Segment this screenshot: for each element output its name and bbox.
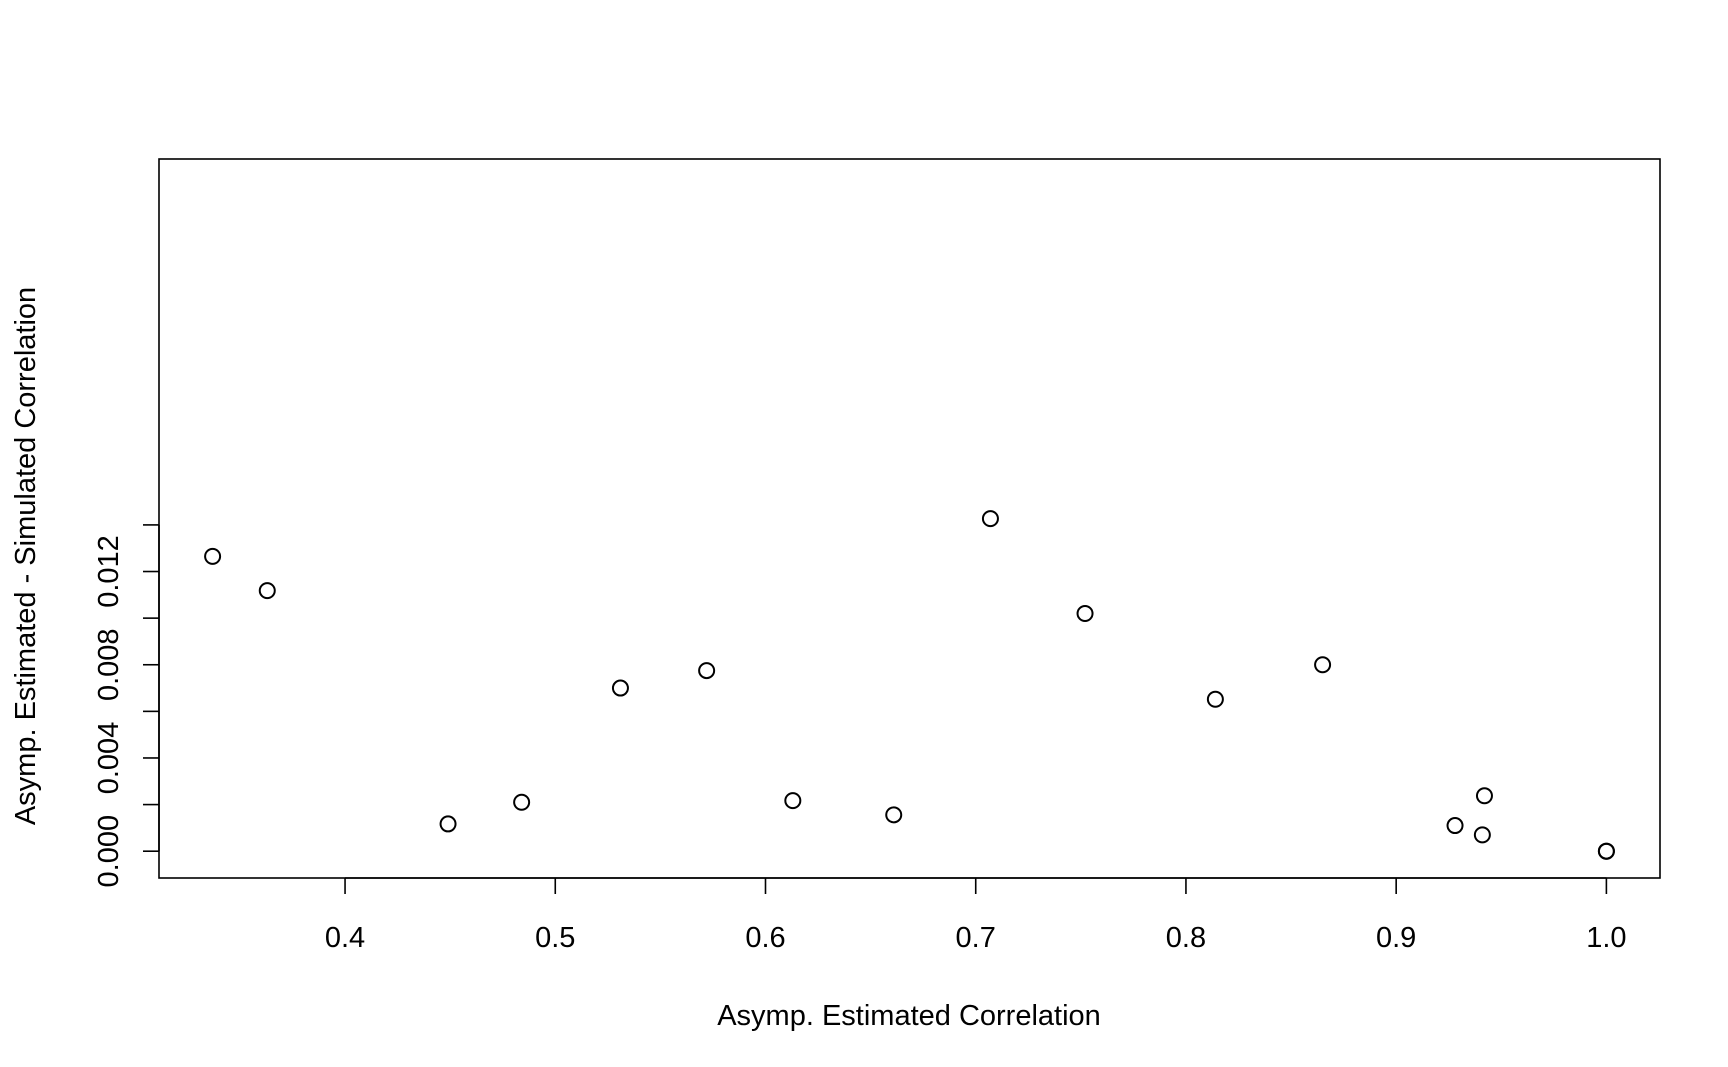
y-tick-label: 0.012 [93,535,125,608]
data-point [1446,817,1464,835]
data-points [204,510,1615,860]
y-tick-label: 0.004 [93,722,125,795]
plot-frame [158,158,1661,879]
y-tick-label: 0.008 [93,628,125,701]
y-axis-title: Asymp. Estimated - Simulated Correlation [10,287,42,825]
data-point [204,547,222,565]
data-point [784,792,802,810]
data-point [439,815,457,833]
data-point [258,582,276,600]
data-point [611,679,629,697]
data-point [1597,842,1615,860]
data-point [698,662,716,680]
x-tick-label: 0.8 [1166,922,1206,954]
data-point [1473,826,1491,844]
x-tick-label: 0.7 [956,922,996,954]
data-point [1314,656,1332,674]
data-point [1475,787,1493,805]
x-tick-label: 0.9 [1376,922,1416,954]
y-axis: 0.000 0.004 0.008 0.012 [93,524,160,888]
data-point [1076,604,1094,622]
data-point [885,806,903,824]
x-axis-title: Asymp. Estimated Correlation [717,1000,1101,1032]
data-point [513,793,531,811]
x-axis: 0.4 0.5 0.6 0.7 0.8 0.9 1.0 [325,877,1627,954]
x-tick-label: 0.4 [325,922,365,954]
data-point [981,510,999,528]
x-tick-label: 0.6 [745,922,785,954]
data-point [1206,690,1224,708]
y-tick-label: 0.000 [93,815,125,888]
x-tick-label: 1.0 [1586,922,1626,954]
x-tick-label: 0.5 [535,922,575,954]
